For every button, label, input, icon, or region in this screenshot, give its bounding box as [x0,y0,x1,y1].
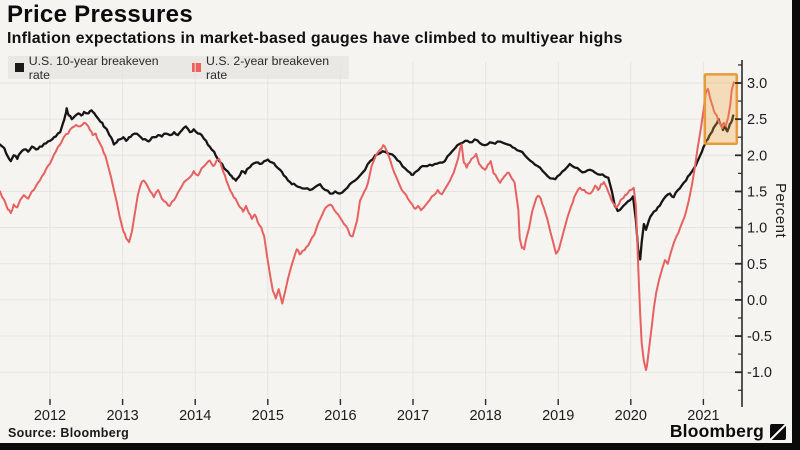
bloomberg-wordmark: Bloomberg [669,421,764,441]
letterbox-right-bar [792,0,800,450]
legend-label-10-year: U.S. 10-year breakeven rate [28,53,159,82]
y-axis-title: Percent [772,183,789,239]
y-axis-tick-label: 1.0 [747,221,767,237]
legend-swatch-2-year-icon [192,63,202,72]
y-axis-tick-label: -0.5 [747,329,772,345]
y-axis-tick-label: 2.0 [747,148,767,164]
source-credit: Source: Bloomberg [8,426,130,440]
x-axis-tick-label: 2014 [179,408,211,424]
y-axis-tick-label: 3.0 [747,76,767,92]
y-axis-tick-label: 0.0 [747,293,767,309]
chart-legend: U.S. 10-year breakeven rate U.S. 2-year … [8,54,349,82]
y-axis-tick-label: 2.5 [747,112,767,128]
legend-label-2-year: U.S. 2-year breakeven rate [206,53,330,82]
x-axis-tick-label: 2019 [542,408,574,424]
page-title: Price Pressures [7,1,193,28]
y-axis-tick-label: -1.0 [747,365,772,381]
y-axis-tick-label: 0.5 [747,257,767,273]
x-axis-tick-label: 2012 [34,408,66,424]
bloomberg-brand: Bloomberg [670,421,786,442]
y-axis-tick-label: 1.5 [747,184,767,200]
x-axis-tick-label: 2020 [615,408,647,424]
recent-highs-highlight-box [703,73,739,145]
series-u-s-10-year-breakeven-rate-line [0,107,735,261]
x-axis-tick-label: 2018 [469,408,501,424]
legend-swatch-10-year-icon [15,63,24,72]
legend-item-2-year: U.S. 2-year breakeven rate [192,54,349,82]
x-axis-tick-label: 2016 [324,408,356,424]
x-axis-tick-label: 2017 [397,408,429,424]
x-axis-tick-label: 2015 [252,408,284,424]
letterbox-bottom-bar [0,443,800,450]
x-axis-tick-label: 2021 [687,408,719,424]
series-u-s-2-year-breakeven-rate-line [0,81,735,371]
legend-item-10-year: U.S. 10-year breakeven rate [15,54,178,82]
bloomberg-logo-icon [770,423,786,440]
chart-subtitle: Inflation expectations in market-based g… [7,30,623,47]
x-axis-tick-label: 2013 [106,408,138,424]
